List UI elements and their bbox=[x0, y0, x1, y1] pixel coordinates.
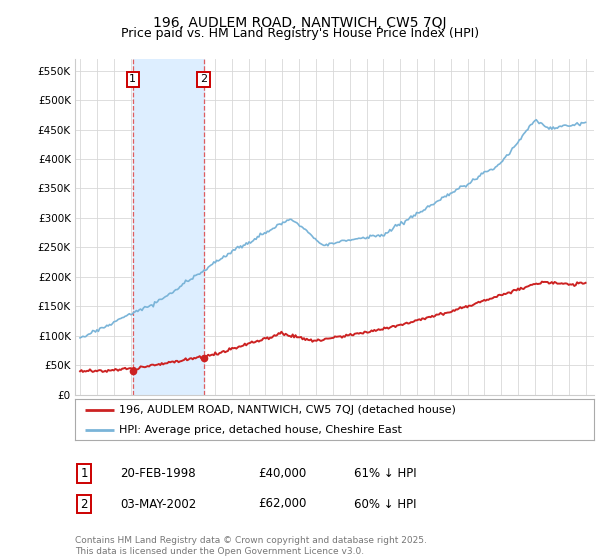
Text: 03-MAY-2002: 03-MAY-2002 bbox=[120, 497, 196, 511]
Text: 1: 1 bbox=[80, 466, 88, 480]
Text: £40,000: £40,000 bbox=[258, 466, 306, 480]
Text: 196, AUDLEM ROAD, NANTWICH, CW5 7QJ: 196, AUDLEM ROAD, NANTWICH, CW5 7QJ bbox=[153, 16, 447, 30]
Text: 61% ↓ HPI: 61% ↓ HPI bbox=[354, 466, 416, 480]
Text: 196, AUDLEM ROAD, NANTWICH, CW5 7QJ (detached house): 196, AUDLEM ROAD, NANTWICH, CW5 7QJ (det… bbox=[119, 405, 456, 415]
Text: 20-FEB-1998: 20-FEB-1998 bbox=[120, 466, 196, 480]
Text: 2: 2 bbox=[80, 497, 88, 511]
Text: 2: 2 bbox=[200, 74, 208, 85]
Text: 1: 1 bbox=[129, 74, 136, 85]
Text: £62,000: £62,000 bbox=[258, 497, 307, 511]
Text: HPI: Average price, detached house, Cheshire East: HPI: Average price, detached house, Ches… bbox=[119, 424, 402, 435]
Text: Price paid vs. HM Land Registry's House Price Index (HPI): Price paid vs. HM Land Registry's House … bbox=[121, 27, 479, 40]
Text: Contains HM Land Registry data © Crown copyright and database right 2025.
This d: Contains HM Land Registry data © Crown c… bbox=[75, 536, 427, 556]
Text: 60% ↓ HPI: 60% ↓ HPI bbox=[354, 497, 416, 511]
Bar bbox=[133, 59, 204, 395]
